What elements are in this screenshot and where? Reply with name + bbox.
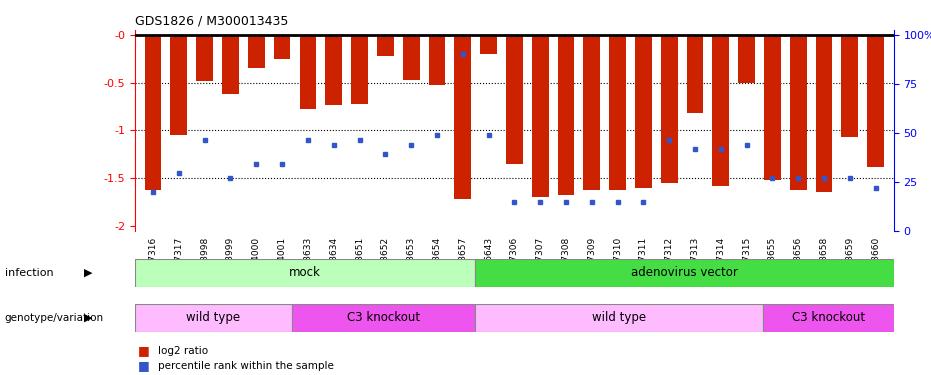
Bar [377,35,394,56]
Text: ▶: ▶ [84,313,93,323]
Bar [532,35,548,197]
Bar [816,35,832,192]
Text: GDS1826 / M300013435: GDS1826 / M300013435 [135,15,289,27]
Bar [351,35,368,104]
Bar [300,35,317,109]
Bar [454,35,471,199]
Bar [475,259,894,287]
Bar [292,304,475,332]
Bar [584,35,600,190]
Bar [868,35,884,166]
Text: genotype/variation: genotype/variation [5,313,103,323]
Text: infection: infection [5,268,53,278]
Bar [764,35,781,180]
Text: C3 knockout: C3 knockout [791,311,865,324]
Bar [325,35,342,105]
Text: adenovirus vector: adenovirus vector [631,266,738,279]
Bar [135,304,292,332]
Bar [428,35,445,86]
Text: ▶: ▶ [84,268,93,278]
Bar [480,35,497,54]
Text: log2 ratio: log2 ratio [158,346,209,355]
Bar [135,259,475,287]
Bar [170,35,187,135]
Bar [712,35,729,186]
Bar [738,35,755,82]
Bar [144,35,161,189]
Bar [661,35,678,183]
Bar [762,304,894,332]
Bar [789,35,806,189]
Bar [842,35,858,137]
Text: mock: mock [290,266,321,279]
Bar [609,35,626,189]
Bar [274,35,290,58]
Text: wild type: wild type [186,311,240,324]
Bar [403,35,420,80]
Text: wild type: wild type [592,311,646,324]
Bar [506,35,523,164]
Text: percentile rank within the sample: percentile rank within the sample [158,361,334,370]
Bar [635,35,652,188]
Bar [687,35,704,113]
Bar [196,35,213,81]
Text: ■: ■ [138,359,150,372]
Bar [248,35,264,68]
Bar [558,35,574,195]
Text: C3 knockout: C3 knockout [347,311,420,324]
Text: ■: ■ [138,344,150,357]
Bar [475,304,762,332]
Bar [223,35,239,94]
